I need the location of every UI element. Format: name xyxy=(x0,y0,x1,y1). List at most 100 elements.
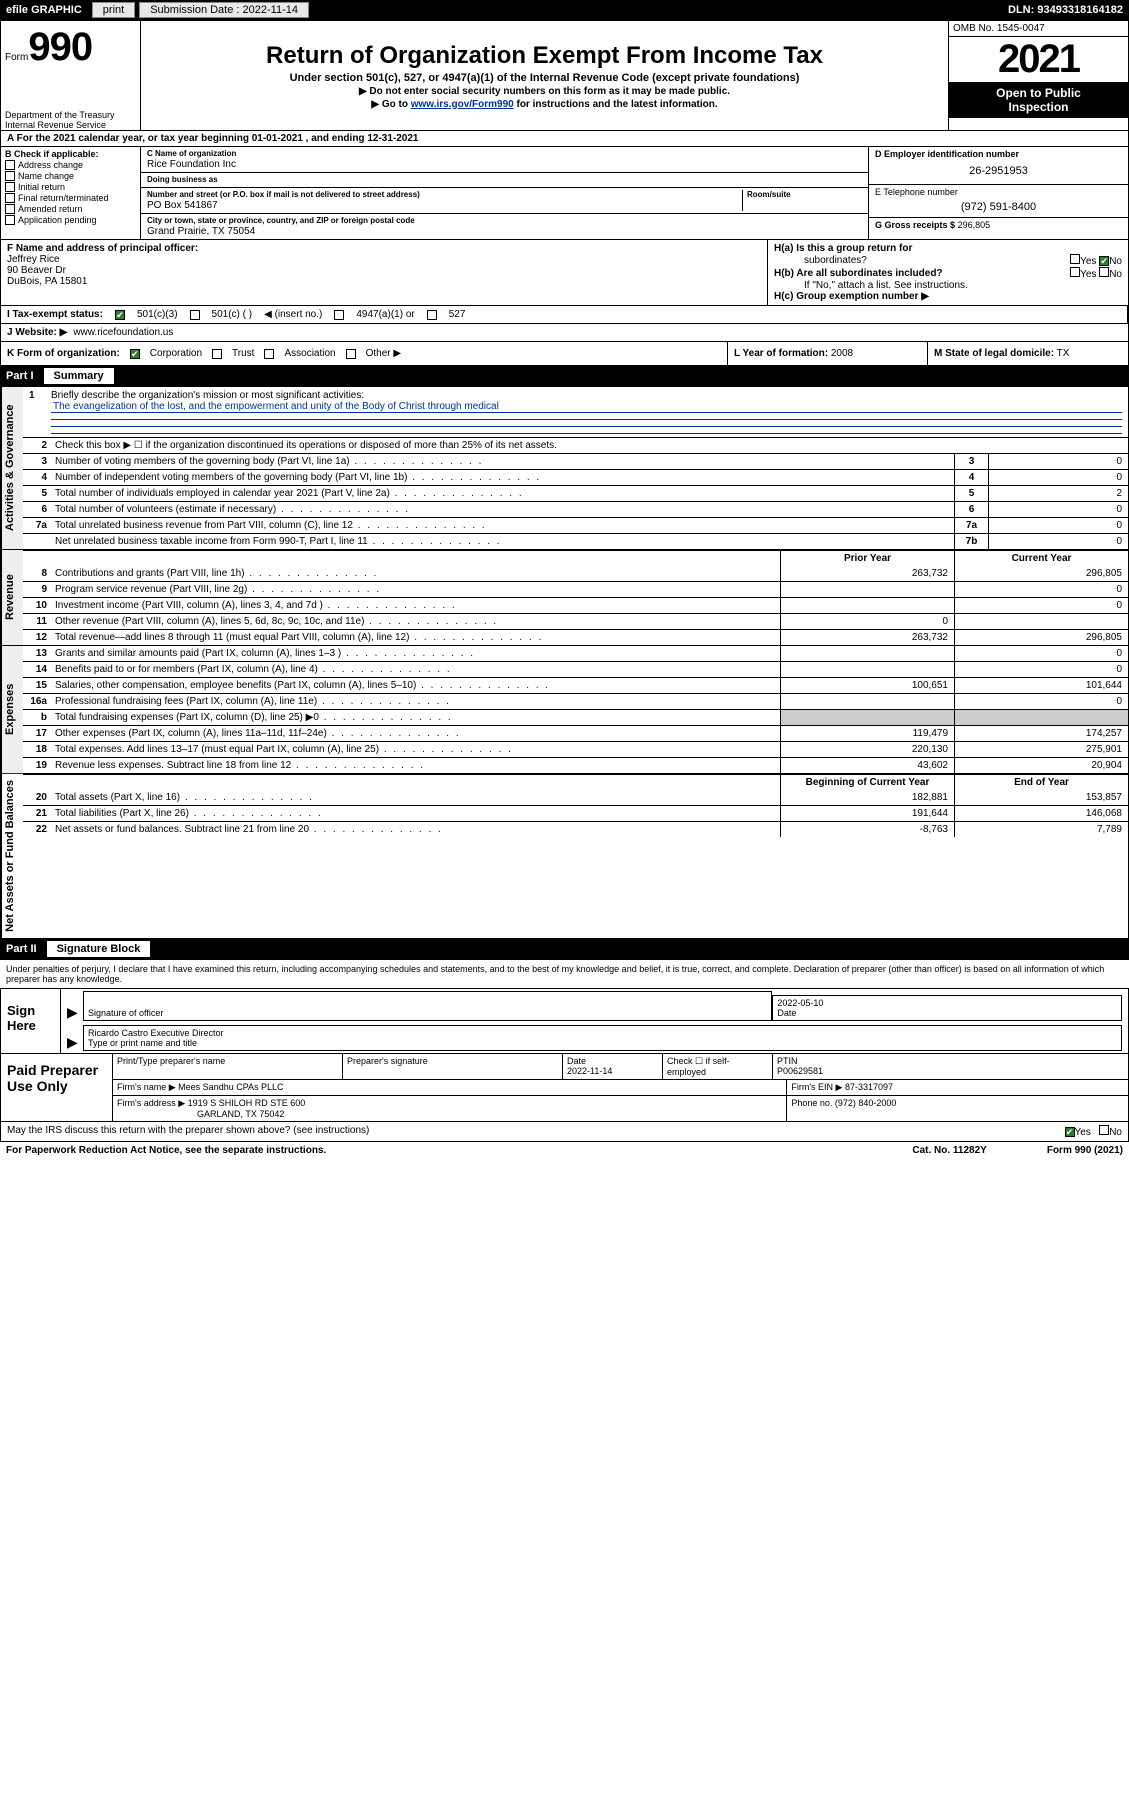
curr-val: 101,644 xyxy=(954,678,1128,693)
irs-link[interactable]: www.irs.gov/Form990 xyxy=(411,99,514,110)
prep-date-cell: Date 2022-11-14 xyxy=(563,1054,663,1079)
row-h-group: H(a) Is this a group return for subordin… xyxy=(768,240,1128,305)
officer-addr1: 90 Beaver Dr xyxy=(7,265,761,276)
firm-ein-cell: Firm's EIN ▶ 87-3317097 xyxy=(787,1080,1128,1095)
line-19: 19Revenue less expenses. Subtract line 1… xyxy=(23,757,1128,773)
org-name-cell: C Name of organization Rice Foundation I… xyxy=(141,147,868,173)
row-k-label: K Form of organization: xyxy=(7,348,120,359)
paid-preparer-block: Paid Preparer Use Only Print/Type prepar… xyxy=(0,1054,1129,1122)
line-6: 6Total number of volunteers (estimate if… xyxy=(23,501,1128,517)
print-button[interactable]: print xyxy=(92,2,135,18)
page-footer: For Paperwork Reduction Act Notice, see … xyxy=(0,1142,1129,1159)
desc: Investment income (Part VIII, column (A)… xyxy=(51,598,780,613)
col-c-org-info: C Name of organization Rice Foundation I… xyxy=(141,147,868,239)
firm-name-cell: Firm's name ▶ Mees Sandhu CPAs PLLC xyxy=(113,1080,787,1095)
checkbox-icon[interactable] xyxy=(334,310,344,320)
desc: Total expenses. Add lines 13–17 (must eq… xyxy=(51,742,780,757)
gross-cell: G Gross receipts $ 296,805 xyxy=(869,218,1128,239)
signature-officer-field: Signature of officer xyxy=(83,991,772,1021)
ein-value: 26-2951953 xyxy=(875,165,1122,177)
firm-addr-1: 1919 S SHILOH RD STE 600 xyxy=(188,1098,306,1108)
irs-label: Internal Revenue Service xyxy=(5,120,136,130)
check-if-label: Check ☐ if self-employed xyxy=(667,1056,768,1077)
checkbox-icon[interactable] xyxy=(212,349,222,359)
form-note-2: ▶ Go to www.irs.gov/Form990 for instruct… xyxy=(149,99,940,110)
chk-application-pending[interactable]: Application pending xyxy=(5,215,136,225)
checkbox-checked-icon[interactable] xyxy=(130,349,140,359)
hb-label: H(b) Are all subordinates included? xyxy=(774,268,943,279)
chk-name-change[interactable]: Name change xyxy=(5,171,136,181)
line-17: 17Other expenses (Part IX, column (A), l… xyxy=(23,725,1128,741)
cat-no: Cat. No. 11282Y xyxy=(912,1145,986,1156)
address-label: Number and street (or P.O. box if mail i… xyxy=(147,190,742,199)
prior-val: 43,602 xyxy=(780,758,954,773)
chk-amended-return[interactable]: Amended return xyxy=(5,204,136,214)
line-11: 11Other revenue (Part VIII, column (A), … xyxy=(23,613,1128,629)
checkbox-icon[interactable] xyxy=(427,310,437,320)
tel-value: (972) 591-8400 xyxy=(875,201,1122,213)
prior-val: 220,130 xyxy=(780,742,954,757)
dba-label: Doing business as xyxy=(147,175,862,184)
part-1-title: Summary xyxy=(44,368,114,384)
desc: Other revenue (Part VIII, column (A), li… xyxy=(51,614,780,629)
line-8: 8Contributions and grants (Part VIII, li… xyxy=(23,566,1128,581)
line-4: 4Number of independent voting members of… xyxy=(23,469,1128,485)
checkbox-icon[interactable] xyxy=(346,349,356,359)
open-to-public: Open to Public Inspection xyxy=(949,82,1128,118)
ptin-cell: PTIN P00629581 xyxy=(773,1054,1128,1079)
line-2: 2Check this box ▶ ☐ if the organization … xyxy=(23,437,1128,453)
city-value: Grand Prairie, TX 75054 xyxy=(147,226,862,237)
part-1-header: Part I Summary xyxy=(0,366,1129,386)
website-value: www.ricefoundation.us xyxy=(73,327,173,338)
org-name-value: Rice Foundation Inc xyxy=(147,159,862,170)
checkbox-checked-icon[interactable] xyxy=(115,310,125,320)
ha-label: H(a) Is this a group return for xyxy=(774,243,912,254)
prior-val: -8,763 xyxy=(780,822,954,837)
line-12: 12Total revenue—add lines 8 through 11 (… xyxy=(23,629,1128,645)
firm-addr-label: Firm's address ▶ xyxy=(117,1098,185,1108)
part-2-header: Part II Signature Block xyxy=(0,939,1129,959)
checkbox-icon[interactable] xyxy=(1099,1125,1109,1135)
form-note-1: ▶ Do not enter social security numbers o… xyxy=(149,86,940,97)
submission-date-box: Submission Date : 2022-11-14 xyxy=(139,2,309,18)
officer-name: Jeffrey Rice xyxy=(7,254,761,265)
desc: Contributions and grants (Part VIII, lin… xyxy=(51,566,780,581)
chk-address-change[interactable]: Address change xyxy=(5,160,136,170)
curr-val: 0 xyxy=(954,598,1128,613)
chk-initial-return[interactable]: Initial return xyxy=(5,182,136,192)
yes-label: Yes xyxy=(1080,256,1096,267)
prior-val xyxy=(780,646,954,661)
checkbox-icon[interactable] xyxy=(1070,254,1080,264)
officer-name-field: Ricardo Castro Executive Director Type o… xyxy=(83,1025,1122,1051)
firm-addr-cell: Firm's address ▶ 1919 S SHILOH RD STE 60… xyxy=(113,1096,787,1121)
line-5: 5Total number of individuals employed in… xyxy=(23,485,1128,501)
arrow-icon: ▶ xyxy=(67,1034,83,1051)
checkbox-icon[interactable] xyxy=(264,349,274,359)
desc: Professional fundraising fees (Part IX, … xyxy=(51,694,780,709)
row-l-label: L Year of formation: xyxy=(734,348,828,359)
dln-box: DLN: 93493318164182 xyxy=(1008,4,1129,16)
l7a-val: 0 xyxy=(988,518,1128,533)
l4-desc: Number of independent voting members of … xyxy=(51,470,954,485)
prep-date-label: Date xyxy=(567,1056,658,1066)
room-label: Room/suite xyxy=(747,190,862,199)
line-13: 13Grants and similar amounts paid (Part … xyxy=(23,646,1128,661)
org-name-label: C Name of organization xyxy=(147,149,862,158)
other-label: Other ▶ xyxy=(366,348,401,359)
checkbox-icon[interactable] xyxy=(1099,267,1109,277)
l3-desc: Number of voting members of the governin… xyxy=(51,454,954,469)
checkbox-icon[interactable] xyxy=(190,310,200,320)
firm-name-label: Firm's name ▶ xyxy=(117,1082,176,1092)
firm-ein-value: 87-3317097 xyxy=(845,1082,893,1092)
row-a-tax-year: A For the 2021 calendar year, or tax yea… xyxy=(0,131,1129,147)
checkbox-icon xyxy=(5,193,15,203)
section-revenue: Revenue Prior Year Current Year 8Contrib… xyxy=(0,550,1129,646)
hc-label: H(c) Group exemption number ▶ xyxy=(774,291,1122,302)
checkbox-checked-icon[interactable] xyxy=(1065,1127,1075,1137)
part-1-label: Part I xyxy=(6,370,44,382)
row-f-h: F Name and address of principal officer:… xyxy=(0,240,1129,306)
form-header: Form 990 Department of the Treasury Inte… xyxy=(0,20,1129,131)
chk-final-return[interactable]: Final return/terminated xyxy=(5,193,136,203)
checkbox-checked-icon[interactable] xyxy=(1099,256,1109,266)
checkbox-icon[interactable] xyxy=(1070,267,1080,277)
